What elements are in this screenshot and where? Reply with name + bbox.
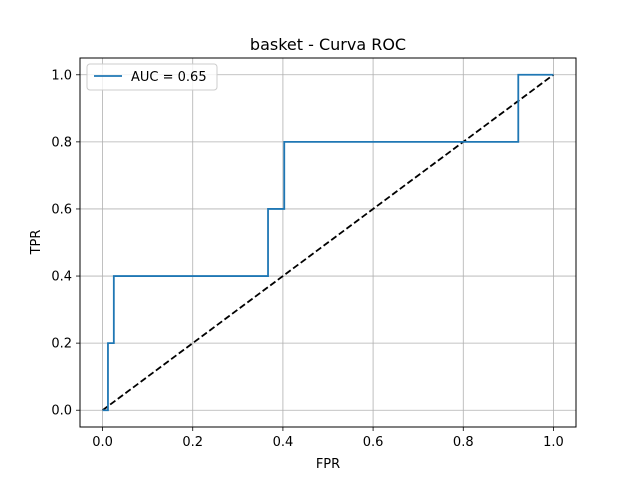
series-layer: [102, 73, 554, 412]
legend-box: [86, 63, 218, 91]
y-tick-label: 0.8: [51, 135, 72, 150]
x-tick-label: 1.0: [543, 435, 564, 450]
x-tick-label: 0.2: [182, 435, 203, 450]
ticks: 0.0 0.2 0.4 0.6 0.8 1.0 0.0 0.2 0.4 0.6 0.8 1.0: [51, 68, 563, 450]
legend: AUC = 0.65: [86, 63, 218, 91]
x-tick-label: 0.8: [453, 435, 474, 450]
y-tick-label: 1.0: [51, 68, 72, 83]
y-tick-label: 0.4: [51, 270, 72, 285]
y-axis-label: TPR: [29, 230, 44, 256]
x-axis-label: FPR: [316, 457, 340, 472]
roc-curve-line: [102, 73, 554, 412]
x-tick-label: 0.0: [92, 435, 113, 450]
y-tick-label: 0.0: [51, 404, 72, 419]
chart-title: basket - Curva ROC: [250, 35, 406, 54]
y-tick-label: 0.6: [51, 202, 72, 217]
y-tick-label: 0.2: [51, 337, 72, 352]
plot-frame: [79, 57, 577, 428]
chance-diagonal-line: [102, 74, 554, 411]
legend-label-auc: AUC = 0.65: [131, 70, 207, 85]
x-tick-label: 0.6: [363, 435, 384, 450]
x-tick-label: 0.4: [273, 435, 294, 450]
